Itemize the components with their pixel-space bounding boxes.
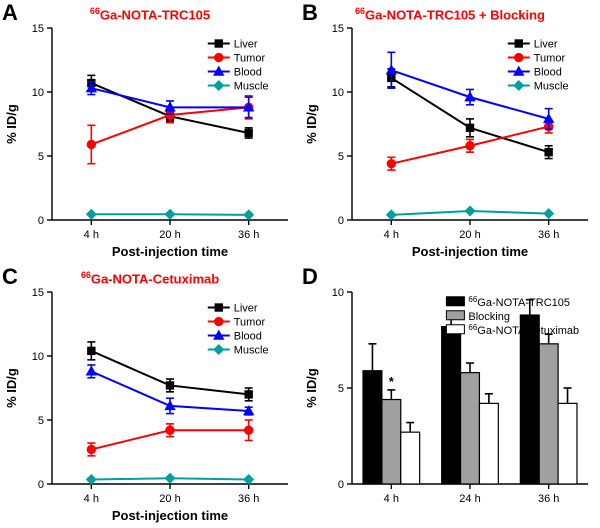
chart-grid: A66Ga-NOTA-TRC1050510154 h20 h36 hPost-i… — [0, 0, 600, 528]
svg-text:20 h: 20 h — [159, 493, 180, 505]
bar-chart: 0 5 10 4 h 24 h 36 h % ID/g * 66Ga-NOTA-TRC105 Bl… — [300, 264, 600, 528]
bar — [539, 344, 558, 484]
line-chart: 0 5 10 15 4 h 20 h 36 h Post-injection time % ID… — [0, 264, 300, 528]
svg-text:4 h: 4 h — [84, 493, 99, 505]
legend-liver: Liver — [534, 39, 558, 51]
panel-title: 66Ga-NOTA-Cetuximab — [0, 270, 300, 286]
svg-text:5: 5 — [38, 415, 44, 427]
panel-title: 66Ga-NOTA-TRC105 + Blocking — [300, 6, 600, 22]
svg-text:% ID/g: % ID/g — [304, 368, 319, 408]
svg-text:% ID/g: % ID/g — [4, 368, 19, 408]
legend-tumor: Tumor — [234, 53, 266, 65]
panel-c: C66Ga-NOTA-Cetuximab0510154 h20 h36 hPos… — [0, 264, 300, 528]
panel-letter: D — [302, 264, 318, 290]
svg-text:24 h: 24 h — [459, 493, 480, 505]
svg-text:10: 10 — [32, 87, 44, 99]
svg-text:10: 10 — [332, 287, 344, 299]
svg-text:10: 10 — [32, 351, 44, 363]
line-chart: 0 5 10 15 4 h 20 h 36 h Post-injection time % ID… — [300, 0, 600, 264]
svg-text:5: 5 — [38, 151, 44, 163]
svg-text:36 h: 36 h — [238, 229, 259, 241]
svg-text:36 h: 36 h — [538, 229, 559, 241]
legend-liver: Liver — [234, 303, 258, 315]
svg-text:36 h: 36 h — [238, 493, 259, 505]
svg-text:15: 15 — [32, 287, 44, 299]
legend-liver: Liver — [234, 39, 258, 51]
svg-text:20 h: 20 h — [159, 229, 180, 241]
svg-text:15: 15 — [32, 23, 44, 35]
svg-text:Post-injection time: Post-injection time — [112, 244, 228, 259]
legend-blood: Blood — [534, 67, 562, 79]
svg-text:4 h: 4 h — [384, 493, 399, 505]
svg-text:Post-injection time: Post-injection time — [412, 244, 528, 259]
svg-text:0: 0 — [338, 215, 344, 227]
legend-muscle: Muscle — [234, 345, 269, 357]
legend-item: 66Ga-NOTA-TRC105 — [468, 295, 570, 309]
legend-muscle: Muscle — [234, 81, 269, 93]
svg-text:0: 0 — [38, 215, 44, 227]
bar — [363, 371, 382, 484]
svg-text:0: 0 — [338, 479, 344, 491]
svg-text:5: 5 — [338, 151, 344, 163]
svg-text:10: 10 — [332, 87, 344, 99]
svg-text:0: 0 — [38, 479, 44, 491]
legend-tumor: Tumor — [234, 317, 266, 329]
significance-star: * — [389, 374, 395, 389]
svg-text:Post-injection time: Post-injection time — [112, 508, 228, 523]
bar — [442, 327, 461, 484]
panel-b: B66Ga-NOTA-TRC105 + Blocking0510154 h20 … — [300, 0, 600, 264]
legend-item: Blocking — [468, 311, 510, 323]
bar — [401, 432, 420, 484]
legend-blood: Blood — [234, 331, 262, 343]
legend-muscle: Muscle — [534, 81, 569, 93]
legend-tumor: Tumor — [534, 53, 566, 65]
svg-text:4 h: 4 h — [384, 229, 399, 241]
svg-text:4 h: 4 h — [84, 229, 99, 241]
bar — [520, 315, 539, 484]
line-chart: 0 5 10 15 4 h 20 h 36 h Post-injection time % ID… — [0, 0, 300, 264]
bar — [461, 373, 480, 484]
bar — [382, 400, 401, 484]
bar — [558, 403, 577, 484]
panel-d: D 0 5 10 4 h 24 h 36 h % ID/g * 66Ga-NOTA-TRC105 B… — [300, 264, 600, 528]
svg-text:36 h: 36 h — [538, 493, 559, 505]
svg-text:15: 15 — [332, 23, 344, 35]
legend-blood: Blood — [234, 67, 262, 79]
svg-text:% ID/g: % ID/g — [304, 104, 319, 144]
legend-item: 66Ga-NOTA-cetuximab — [468, 323, 579, 337]
svg-text:% ID/g: % ID/g — [4, 104, 19, 144]
panel-a: A66Ga-NOTA-TRC1050510154 h20 h36 hPost-i… — [0, 0, 300, 264]
svg-text:5: 5 — [338, 383, 344, 395]
svg-text:20 h: 20 h — [459, 229, 480, 241]
panel-title: 66Ga-NOTA-TRC105 — [0, 6, 300, 22]
bar — [479, 403, 498, 484]
